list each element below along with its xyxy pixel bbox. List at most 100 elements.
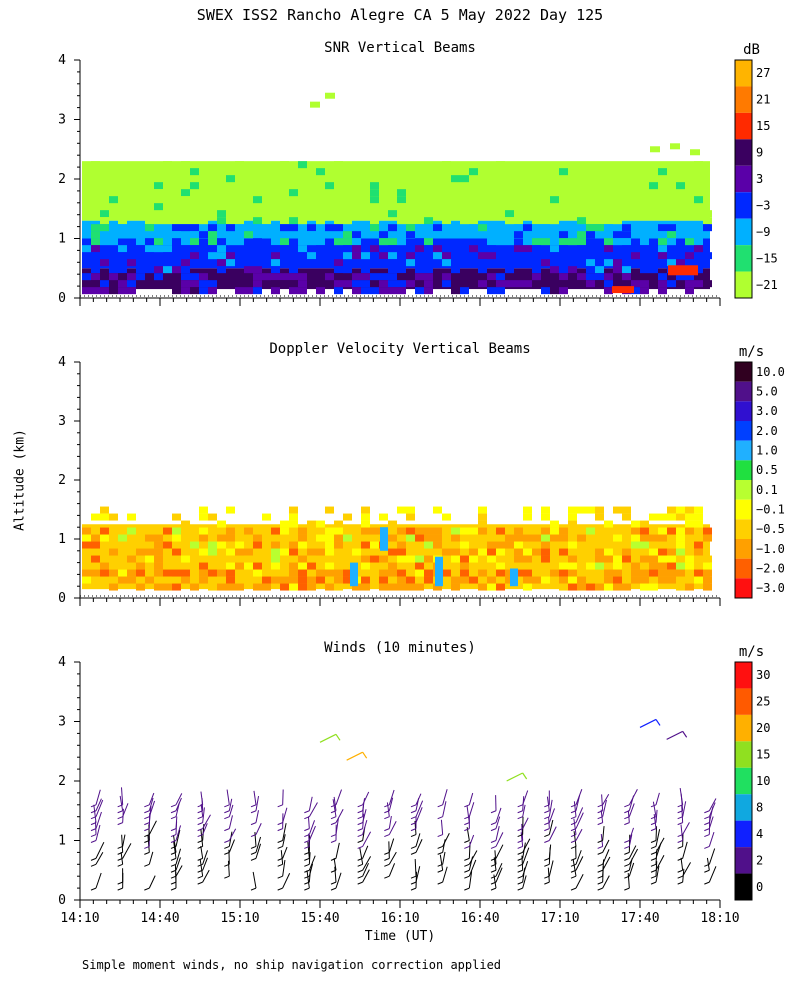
snr-cell xyxy=(442,196,451,204)
doppler-cell xyxy=(442,541,451,549)
wind-barb xyxy=(384,863,390,867)
wind-barb xyxy=(597,881,603,885)
wind-barb xyxy=(388,851,397,865)
wind-barb xyxy=(468,871,473,889)
snr-cell xyxy=(388,224,397,232)
doppler-cell xyxy=(532,562,541,570)
doppler-cell xyxy=(676,541,685,549)
doppler-cell xyxy=(127,527,136,535)
wind-barb xyxy=(468,850,478,865)
snr-cell xyxy=(622,238,631,246)
snr-cell xyxy=(82,224,91,232)
colorbar-label: 3.0 xyxy=(756,404,778,418)
wind-barb xyxy=(682,841,688,859)
wind-barb xyxy=(517,887,523,891)
snr-cell xyxy=(442,231,451,239)
snr-cell xyxy=(424,266,433,274)
doppler-cell xyxy=(91,576,100,584)
snr-cell xyxy=(235,224,244,232)
wind-barb xyxy=(197,804,203,808)
wind-barb xyxy=(490,828,497,832)
doppler-cell xyxy=(181,576,190,584)
snr-cell xyxy=(496,280,505,288)
doppler-cell xyxy=(136,569,145,577)
wind-barb xyxy=(119,795,124,811)
doppler-cell xyxy=(622,583,631,591)
snr-cell xyxy=(496,273,505,281)
wind-barb xyxy=(228,839,235,853)
snr-cell xyxy=(442,161,451,169)
wind-barb xyxy=(677,822,683,826)
snr-cell xyxy=(550,238,559,246)
wind-barb xyxy=(90,822,97,826)
panel-title: Doppler Velocity Vertical Beams xyxy=(269,341,530,357)
wind-barb xyxy=(95,789,101,805)
doppler-cell xyxy=(487,548,496,556)
snr-cell xyxy=(280,245,289,253)
wind-barb xyxy=(650,804,657,808)
snr-cell xyxy=(307,252,316,260)
wind-barb xyxy=(490,822,497,826)
doppler-cell xyxy=(226,548,235,556)
wind-barb xyxy=(227,860,230,877)
wind-barb xyxy=(277,828,283,832)
snr-cell xyxy=(406,224,415,232)
snr-cell xyxy=(442,217,451,225)
doppler-cell xyxy=(649,569,658,577)
colorbar-label: −3.0 xyxy=(756,581,785,595)
wind-barb xyxy=(490,875,497,879)
doppler-cell xyxy=(370,555,379,563)
doppler-cell xyxy=(253,541,262,549)
doppler-cell xyxy=(541,555,550,563)
wind-barb xyxy=(224,845,230,849)
snr-cell xyxy=(550,266,559,274)
doppler-cell xyxy=(478,506,487,514)
snr-cell xyxy=(352,280,361,288)
wind-barb xyxy=(282,823,287,841)
wind-barb xyxy=(304,857,310,861)
wind-barb xyxy=(517,828,523,832)
colorbar-unit: dB xyxy=(743,42,760,58)
wind-barb xyxy=(330,857,337,861)
snr-cell xyxy=(370,224,379,232)
snr-cell xyxy=(649,224,658,232)
snr-cell xyxy=(325,273,334,281)
snr-cell xyxy=(244,210,253,218)
doppler-cell xyxy=(298,541,307,549)
wind-barb xyxy=(335,789,343,805)
colorbar-swatch xyxy=(735,139,752,166)
snr-cell xyxy=(343,280,352,288)
doppler-cell xyxy=(469,548,478,556)
doppler-cell xyxy=(496,569,505,577)
snr-cell xyxy=(190,287,199,295)
wind-barb xyxy=(410,816,417,820)
snr-cell xyxy=(298,203,307,211)
wind-barb xyxy=(628,862,635,877)
wind-barb xyxy=(170,851,177,855)
snr-cell xyxy=(379,280,388,288)
doppler-cell xyxy=(460,569,469,577)
snr-cell xyxy=(424,224,433,232)
doppler-cell xyxy=(442,527,451,535)
doppler-cell xyxy=(100,506,109,514)
snr-cell xyxy=(415,189,424,197)
doppler-cell xyxy=(523,583,532,591)
doppler-cell xyxy=(397,583,406,591)
doppler-cell xyxy=(415,555,424,563)
snr-cell xyxy=(595,224,604,232)
wind-barb xyxy=(522,804,526,817)
upper-wind-barb xyxy=(319,733,337,743)
doppler-cell xyxy=(388,534,397,542)
doppler-cell xyxy=(658,513,667,521)
y-tick-label: 1 xyxy=(58,834,66,849)
snr-cell xyxy=(307,224,316,232)
wind-barb xyxy=(282,860,286,877)
snr-cell xyxy=(100,210,109,218)
snr-cell xyxy=(271,224,280,232)
snr-cell xyxy=(145,224,154,232)
snr-cell xyxy=(109,273,118,281)
doppler-cell xyxy=(433,541,442,549)
wind-barb xyxy=(490,845,497,849)
doppler-cell xyxy=(271,548,280,556)
snr-cell xyxy=(670,143,680,150)
